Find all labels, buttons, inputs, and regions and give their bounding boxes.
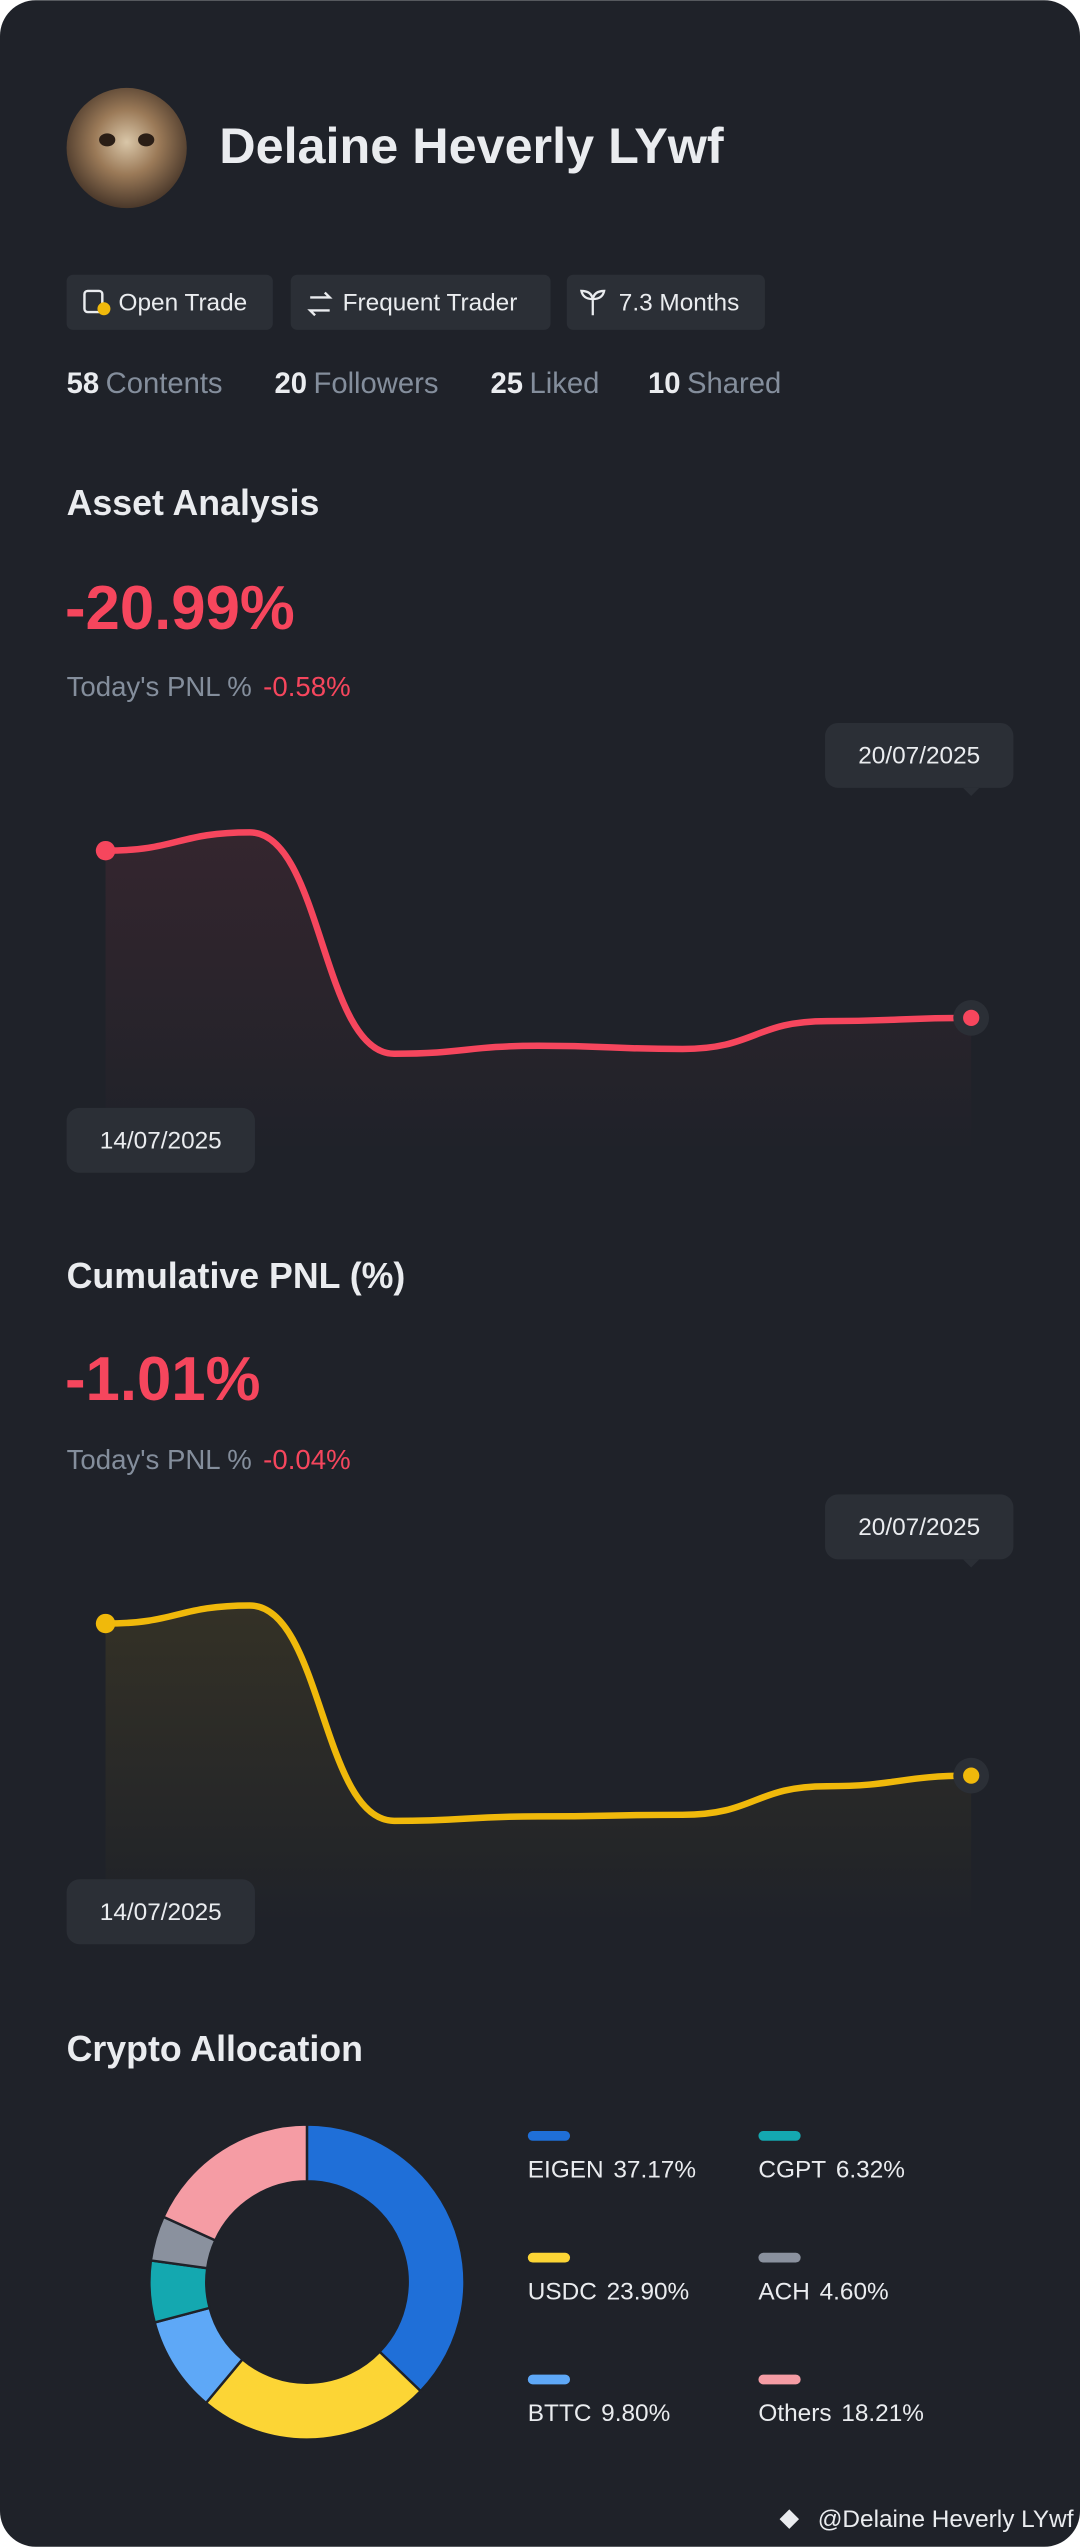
tag[interactable]: Open Trade <box>66 274 273 330</box>
legend-swatch <box>527 2374 571 2385</box>
legend-text: BTTC 9.80% <box>528 2401 670 2428</box>
tag-icon <box>580 289 606 316</box>
donut-slice <box>305 2123 466 2393</box>
legend-name: Others <box>758 2401 831 2428</box>
legend-text: Others 18.21% <box>758 2401 923 2428</box>
legend-value: 4.60% <box>820 2279 889 2306</box>
legend-name: CGPT <box>758 2157 826 2184</box>
legend-item[interactable]: USDC 23.90% <box>527 2252 689 2306</box>
stat-value: 10 <box>648 368 681 400</box>
legend-value: 18.21% <box>841 2401 924 2428</box>
pnl-value: -20.99% <box>65 574 295 643</box>
tag-bg <box>566 274 765 330</box>
legend-swatch <box>758 2131 801 2141</box>
tag-label: Open Trade <box>119 289 248 316</box>
stat-label: Contents <box>106 368 223 400</box>
tag[interactable]: Frequent Trader <box>290 274 551 330</box>
start-point <box>95 1613 116 1634</box>
avatar[interactable] <box>66 87 187 209</box>
allocation-chart: EIGEN 37.17% USDC 23.90% BTTC 9.80% CGPT 6.32% A… <box>148 2123 924 2441</box>
line-area <box>105 832 972 1154</box>
legend-value: 9.80% <box>601 2401 670 2428</box>
legend-value: 6.32% <box>836 2157 905 2184</box>
start-point <box>95 840 116 861</box>
tag-bg <box>290 274 551 330</box>
legend-text: EIGEN 37.17% <box>528 2157 696 2184</box>
legend-swatch <box>527 2252 571 2263</box>
stat-label: Liked <box>529 368 599 400</box>
tag[interactable]: 7.3 Months <box>566 274 765 330</box>
end-point <box>963 1009 980 1026</box>
badge-tail <box>963 787 980 797</box>
stat-value: 58 <box>67 368 100 400</box>
stat-label: Followers <box>313 368 438 400</box>
tag-icon <box>307 291 333 317</box>
line <box>102 829 975 1058</box>
stat-value: 20 <box>274 368 307 400</box>
avatar-eye <box>99 133 116 147</box>
section-title: Crypto Allocation <box>67 2029 363 2069</box>
legend-item[interactable]: EIGEN 37.17% <box>527 2131 696 2184</box>
end-point <box>963 1767 980 1784</box>
today-pnl-value: -0.58% <box>263 671 350 702</box>
user-name: Delaine Heverly LYwf <box>219 117 724 174</box>
tag-icon <box>83 289 104 314</box>
legend-item[interactable]: CGPT 6.32% <box>758 2131 905 2184</box>
legend-swatch <box>758 2252 801 2263</box>
stat-value: 25 <box>490 368 523 400</box>
cumulative-chart: 20/07/2025 14/07/2025 <box>66 1494 1014 1945</box>
today-pnl-value: -0.04% <box>263 1444 350 1475</box>
date-label: 20/07/2025 <box>858 1514 980 1541</box>
legend-text: CGPT 6.32% <box>758 2157 904 2184</box>
legend-item[interactable]: Others 18.21% <box>758 2374 924 2428</box>
legend-value: 37.17% <box>613 2157 696 2184</box>
legend-name: USDC <box>528 2279 597 2306</box>
date-badge <box>66 1107 255 1173</box>
stat[interactable]: 20 Followers <box>274 368 438 400</box>
asset-chart: 20/07/2025 14/07/2025 <box>66 722 1014 1173</box>
stat-label: Shared <box>687 368 781 400</box>
line <box>102 1602 975 1825</box>
legend-swatch <box>758 2374 801 2385</box>
tag-icon <box>97 302 111 316</box>
stat[interactable]: 10 Shared <box>648 368 781 400</box>
date-label: 14/07/2025 <box>100 1899 222 1926</box>
avatar-eye <box>138 133 155 147</box>
legend-item[interactable]: ACH 4.60% <box>758 2252 889 2306</box>
legend-value: 23.90% <box>607 2279 690 2306</box>
date-badge <box>66 1879 255 1945</box>
legend-name: ACH <box>758 2279 809 2306</box>
stat[interactable]: 58 Contents <box>67 368 223 400</box>
legend-name: EIGEN <box>528 2157 604 2184</box>
today-pnl-label: Today's PNL % <box>67 1444 252 1475</box>
date-label: 14/07/2025 <box>100 1127 222 1154</box>
date-label: 20/07/2025 <box>858 742 980 769</box>
legend-text: ACH 4.60% <box>758 2279 888 2306</box>
tag-label: 7.3 Months <box>619 289 740 316</box>
line-area <box>105 1605 972 1925</box>
section-title: Cumulative PNL (%) <box>67 1256 406 1296</box>
stat[interactable]: 25 Liked <box>490 368 599 400</box>
legend-item[interactable]: BTTC 9.80% <box>527 2374 670 2428</box>
badge-tail <box>963 1559 980 1568</box>
pnl-value: -1.01% <box>65 1345 261 1414</box>
watermark: @Delaine Heverly LYwf <box>818 2506 1074 2533</box>
tag-label: Frequent Trader <box>343 289 518 316</box>
today-pnl: Today's PNL % -0.04% <box>67 1444 351 1475</box>
legend-swatch <box>527 2131 571 2141</box>
section-title: Asset Analysis <box>67 483 320 523</box>
legend-name: BTTC <box>528 2401 592 2428</box>
today-pnl-label: Today's PNL % <box>67 671 252 702</box>
date-badge <box>825 1494 1014 1560</box>
date-badge <box>825 722 1014 788</box>
today-pnl: Today's PNL % -0.58% <box>67 671 351 702</box>
tag-bg <box>66 274 273 330</box>
legend-text: USDC 23.90% <box>528 2279 689 2306</box>
donut-slice <box>161 2123 309 2242</box>
